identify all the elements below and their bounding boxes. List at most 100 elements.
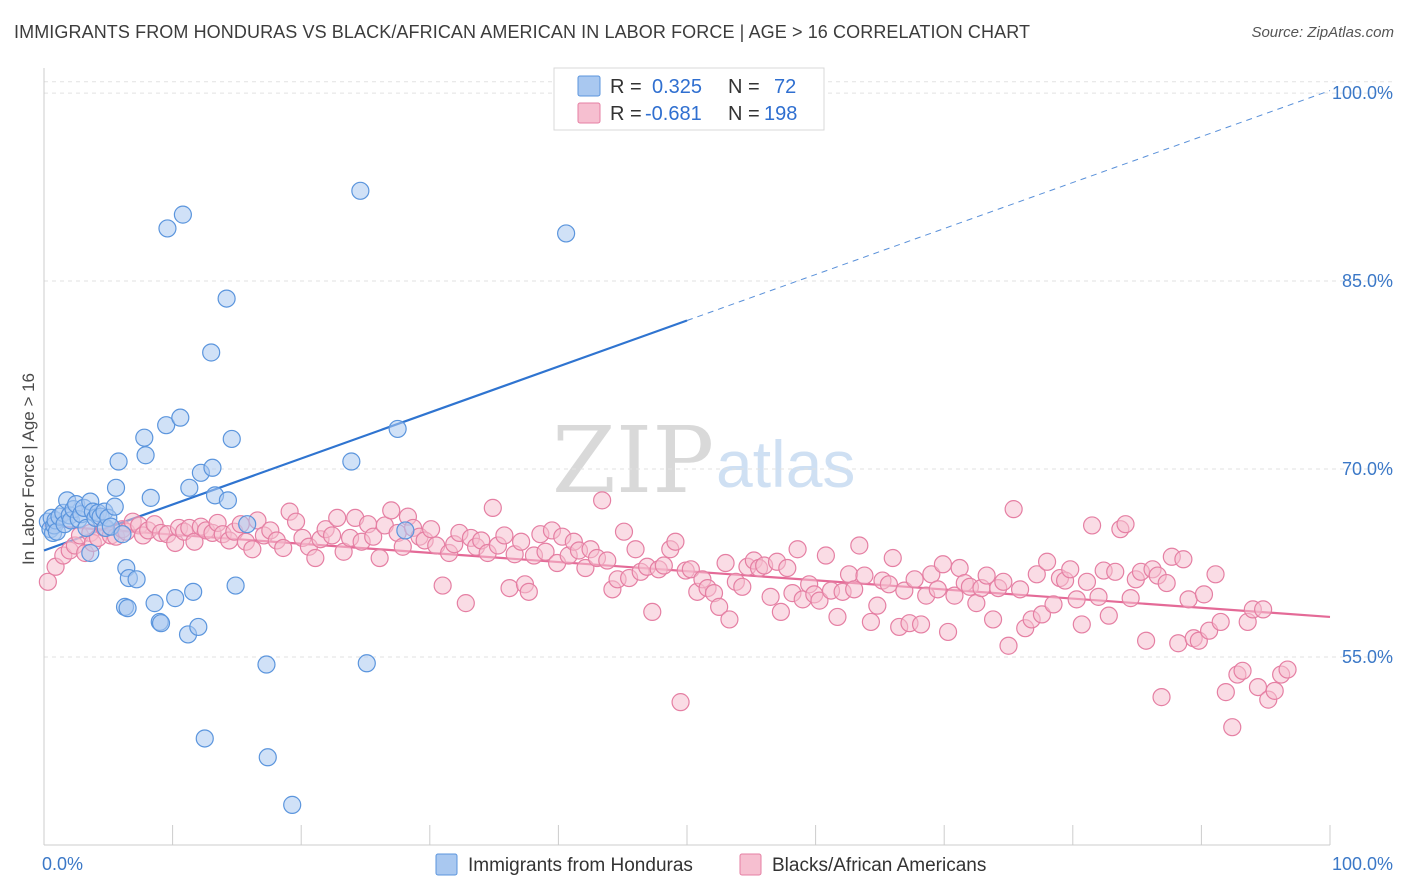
point-black (771, 602, 790, 622)
point-black (716, 553, 735, 573)
point-black (1010, 580, 1030, 599)
bottom-legend-swatch-black (739, 853, 762, 876)
bottom-legend-label-honduras: Immigrants from Honduras (468, 855, 693, 876)
point-black (512, 532, 531, 551)
point-black (500, 578, 519, 598)
point-black (306, 548, 325, 568)
x-tick-label: 0.0% (42, 854, 83, 874)
point-honduras (226, 576, 245, 595)
point-black (666, 532, 685, 551)
point-honduras (203, 458, 222, 477)
point-honduras (202, 343, 221, 362)
point-honduras (357, 654, 376, 673)
point-honduras (109, 452, 128, 471)
legend-r-value-2: -0.681 (645, 103, 702, 125)
point-black (855, 566, 874, 585)
point-black (364, 527, 383, 546)
point-black (733, 577, 752, 596)
point-black (483, 498, 502, 517)
legend-swatch-honduras (577, 75, 601, 97)
point-black (861, 612, 880, 632)
point-honduras (218, 491, 237, 510)
correlation-legend: R = 0.325 N = 72 R = -0.681 N = 198 (553, 67, 825, 131)
x-tick-labels: 0.0% 100.0% (42, 854, 1393, 874)
y-axis-label: In Labor Force | Age > 16 (19, 373, 38, 565)
point-honduras (180, 478, 199, 497)
point-black (1179, 590, 1198, 609)
point-black (950, 558, 969, 578)
axes (43, 68, 1331, 846)
point-black (1121, 589, 1140, 608)
point-black (593, 491, 612, 510)
point-honduras (166, 589, 185, 608)
point-black (654, 556, 673, 575)
point-honduras (151, 614, 171, 633)
point-black (720, 610, 739, 629)
point-honduras (238, 515, 257, 534)
point-black (1099, 606, 1118, 625)
point-honduras (145, 594, 164, 613)
point-black (1174, 550, 1193, 569)
point-black (536, 542, 555, 561)
point-black (879, 575, 899, 594)
point-honduras (195, 729, 214, 748)
point-black (778, 558, 797, 578)
point-black (945, 586, 964, 605)
legend-n-value-2: 198 (764, 103, 797, 125)
point-black (370, 548, 389, 568)
point-black (895, 581, 914, 600)
legend-r-label-2: R = (610, 103, 642, 125)
point-honduras (113, 525, 132, 544)
point-black (671, 693, 690, 712)
point-honduras (217, 289, 236, 308)
point-black (868, 596, 887, 615)
point-honduras (127, 570, 146, 589)
point-black (598, 551, 617, 570)
point-black (845, 580, 864, 599)
point-black (1223, 718, 1242, 737)
point-honduras (257, 655, 276, 674)
legend-r-value-1: 0.325 (652, 76, 702, 98)
point-black (1106, 562, 1125, 581)
point-honduras (171, 408, 190, 427)
point-honduras (141, 488, 160, 507)
legend-swatch-black (577, 102, 601, 124)
point-honduras (106, 478, 126, 497)
point-black (1037, 552, 1057, 571)
point-honduras (222, 429, 241, 449)
point-black (1233, 661, 1252, 680)
point-black (983, 610, 1003, 629)
point-black (1137, 631, 1156, 650)
point-black (1072, 615, 1091, 634)
y-tick-label: 100.0% (1332, 83, 1393, 103)
point-black (393, 537, 412, 556)
point-honduras (189, 617, 208, 637)
point-honduras (157, 416, 176, 435)
point-black (1027, 565, 1046, 584)
point-honduras (342, 452, 361, 471)
y-tick-label: 85.0% (1342, 271, 1393, 291)
point-honduras (118, 599, 137, 618)
legend-n-label-2: N = (728, 103, 760, 125)
point-black (905, 570, 924, 589)
point-honduras (557, 224, 576, 243)
point-black (322, 526, 342, 545)
chart-title: IMMIGRANTS FROM HONDURAS VS BLACK/AFRICA… (14, 22, 1031, 42)
point-black (816, 546, 835, 565)
point-black (382, 501, 401, 520)
point-honduras (283, 795, 302, 814)
point-black (1254, 600, 1273, 619)
point-black (710, 597, 729, 616)
y-tick-label: 55.0% (1342, 647, 1393, 667)
point-black (456, 594, 475, 613)
point-black (994, 572, 1013, 591)
point-black (911, 615, 931, 634)
point-black (922, 565, 941, 584)
point-black (1116, 515, 1135, 534)
legend-n-label-1: N = (728, 76, 760, 98)
point-black (433, 576, 452, 595)
point-honduras (135, 428, 154, 447)
bottom-legend-swatch-honduras (435, 853, 458, 876)
point-black (1152, 688, 1171, 707)
trend-line-extension (686, 90, 1331, 321)
